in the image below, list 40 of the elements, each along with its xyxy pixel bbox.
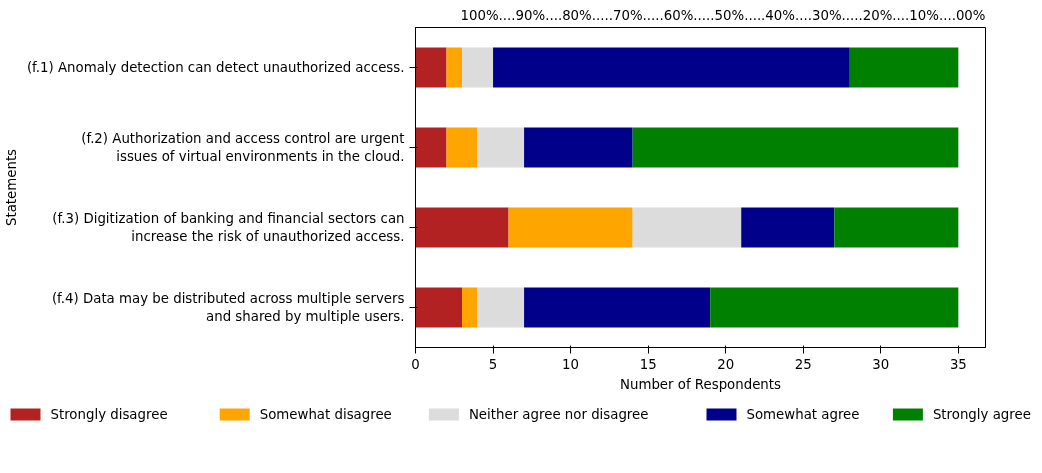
bar xyxy=(446,127,478,168)
x-tick-label: 15 xyxy=(639,356,657,372)
legend-label: Neither agree nor disagree xyxy=(468,407,649,422)
y-tick-label: (f.2) Authorization and access control are urgent issues of virtual environments in the cloud. xyxy=(81,131,405,164)
x-tick-label: 5 xyxy=(488,356,498,372)
legend-label: Strongly agree xyxy=(932,407,1031,422)
legend-label: Somewhat disagree xyxy=(259,407,392,422)
y-axis-title: Statements xyxy=(3,148,19,227)
bar xyxy=(632,127,959,168)
y-tick-label: (f.1) Anomaly detection can detect unauthorized access. xyxy=(26,60,405,75)
bar xyxy=(415,287,463,328)
bar xyxy=(524,127,633,168)
bar xyxy=(446,47,463,88)
bar xyxy=(493,47,850,88)
x-tick-label: 10 xyxy=(562,356,580,372)
bar xyxy=(415,47,447,88)
bar xyxy=(632,207,742,248)
bar xyxy=(741,207,835,248)
legend-label: Somewhat agree xyxy=(746,407,860,422)
bar xyxy=(834,207,959,248)
bar xyxy=(524,287,711,328)
bar xyxy=(508,207,633,248)
bar xyxy=(415,207,509,248)
x-tick-label: 20 xyxy=(717,356,735,372)
x-axis-title: Number of Respondents xyxy=(620,376,782,392)
x-tick-label: 30 xyxy=(872,356,890,372)
y-tick-label: (f.3) Digitization of banking and financial sectors can increase the risk of unauthorized access. xyxy=(52,211,405,244)
bar xyxy=(477,127,525,168)
bar xyxy=(849,47,959,88)
x-tick-label: 25 xyxy=(794,356,812,372)
bar xyxy=(415,127,447,168)
bar xyxy=(710,287,959,328)
bar xyxy=(477,287,525,328)
bar xyxy=(462,287,478,328)
y-tick-label: (f.4) Data may be distributed across multiple servers and shared by multiple users. xyxy=(51,291,405,324)
x-tick-label: 0 xyxy=(411,356,420,372)
text: 100%....90%....80%.....70%.....60%.....50%.....40%....30%.....20%....10%....00% xyxy=(460,7,986,23)
legend-label: Strongly disagree xyxy=(50,407,168,422)
bar xyxy=(462,47,494,88)
x-tick-label: 35 xyxy=(949,356,967,372)
